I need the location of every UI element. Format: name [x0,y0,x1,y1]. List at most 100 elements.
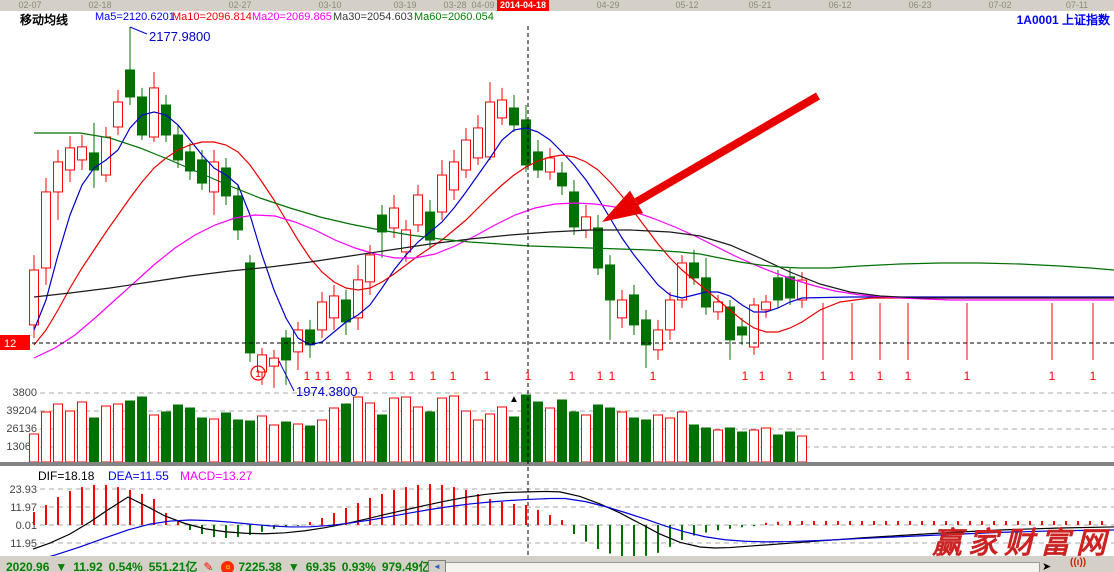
volume-bar [77,401,87,463]
index1-change: 11.92 [73,560,103,572]
volume-bar [473,419,483,463]
volume-bar [221,412,231,463]
volume-bar [389,397,399,463]
volume-bar [689,424,699,463]
volume-bar [53,403,63,463]
volume-bar [281,421,291,463]
signal-1-mark: 1 [325,369,332,383]
candle-body [785,276,795,299]
candle-body [761,301,771,311]
high-price-label: 2177.9800 [149,29,210,44]
candle-body [509,107,519,126]
candle-body [77,146,87,161]
volume-bar [581,414,591,463]
volume-bar [761,427,771,463]
candle-body [173,134,183,161]
volume-axis-label: 26136 [6,423,37,435]
ma-line-ma10 [33,141,1114,346]
volume-bar [749,429,759,463]
candle-body [485,101,495,158]
signal-1-mark: 1 [820,369,827,383]
volume-bar [101,405,111,463]
index2-value: 7225.38 [238,560,282,572]
volume-bar [701,427,711,463]
circled-1-text: 1 [255,369,261,380]
candle-body [605,264,615,301]
candle-body [797,279,807,301]
volume-bar [437,397,447,463]
volume-bar [197,417,207,463]
volume-bar [617,411,627,463]
ma-line-ma60 [34,132,1114,271]
volume-bar [401,396,411,463]
date-label: 02-18 [88,0,112,10]
signal-1-mark: 1 [304,369,311,383]
macd-dif-line [32,490,1114,550]
signal-1-mark: 1 [569,369,576,383]
candle-body [425,211,435,241]
signal-1-mark: 1 [1049,369,1056,383]
price-level-tag-text: 12 [4,338,16,350]
ma-line-ma5 [33,111,1114,346]
macd-axis-label: 0.01 [16,520,37,532]
scroll-left-button[interactable]: ◄ [428,560,446,572]
volume-bar [341,403,351,463]
candle-body [41,191,51,269]
signal-1-mark: 1 [367,369,374,383]
volume-bar [293,423,303,463]
volume-bar [425,411,435,463]
candle-body [197,159,207,184]
macd-axis-label: 11.95 [10,538,37,550]
ma-value-label: Ma10=2096.814 [172,11,252,23]
ma-header-row: 移动均线 Ma5=2120.6201 Ma10=2096.814 Ma20=2069… [0,11,1114,27]
candle-body [329,295,339,319]
volume-bar [173,404,183,463]
volume-bar [497,406,507,463]
signal-1-mark: 1 [1090,369,1097,383]
volume-axis-label: 39204 [6,405,37,417]
candle-body [161,104,171,136]
volume-bar [665,417,675,463]
volume-bar [233,419,243,463]
volume-bar [521,394,531,463]
candle-body [449,161,459,191]
low-label-leader [278,360,295,392]
volume-bar [209,418,219,463]
volume-bar [413,406,423,463]
signal-1-mark: 1 [525,369,532,383]
volume-bar [593,404,603,463]
candle-body [101,136,111,176]
volume-bar [737,431,747,463]
candle-body [689,262,699,279]
candle-body [365,254,375,283]
candle-body [413,194,423,226]
pen-icon: ✎ [203,560,214,572]
volume-bar [329,407,339,463]
volume-peak-triangle-icon: ▲ [509,394,519,405]
date-label: 03-28 [443,0,467,10]
candle-body [245,262,255,354]
signal-1-mark: 1 [759,369,766,383]
volume-bar [485,413,495,463]
low-price-label: 1974.3800 [296,384,357,399]
volume-bar [509,416,519,463]
volume-bar [137,396,147,463]
candle-body [773,277,783,301]
candle-body [389,207,399,229]
candle-body [521,119,531,166]
candle-body [233,195,243,231]
candle-body [377,214,387,233]
volume-bar [533,401,543,463]
candle-body [257,354,267,373]
signal-1-mark: 1 [430,369,437,383]
volume-bar [785,431,795,463]
volume-bar [461,410,471,463]
signal-1-mark: 1 [650,369,657,383]
date-label: 03-19 [393,0,417,10]
cursor-icon: ➤ [1042,561,1052,572]
candle-body [341,299,351,323]
candle-body [137,96,147,136]
horizontal-scrollbar[interactable]: ◄ [428,560,1040,572]
volume-bar [65,410,75,463]
